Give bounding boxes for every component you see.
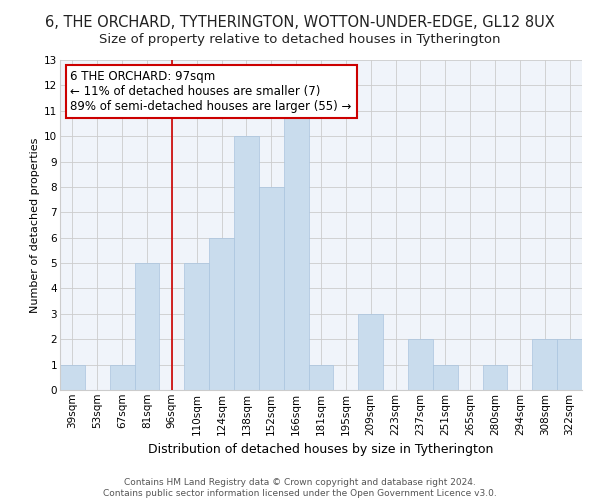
Text: Contains HM Land Registry data © Crown copyright and database right 2024.
Contai: Contains HM Land Registry data © Crown c… xyxy=(103,478,497,498)
Bar xyxy=(259,187,284,390)
Bar xyxy=(209,238,234,390)
Bar xyxy=(134,263,160,390)
Bar xyxy=(557,339,582,390)
Y-axis label: Number of detached properties: Number of detached properties xyxy=(30,138,40,312)
Bar xyxy=(358,314,383,390)
Text: 6, THE ORCHARD, TYTHERINGTON, WOTTON-UNDER-EDGE, GL12 8UX: 6, THE ORCHARD, TYTHERINGTON, WOTTON-UND… xyxy=(45,15,555,30)
Bar xyxy=(60,364,85,390)
Bar xyxy=(110,364,134,390)
Bar xyxy=(308,364,334,390)
Bar xyxy=(408,339,433,390)
Bar xyxy=(184,263,209,390)
Bar xyxy=(532,339,557,390)
Text: Size of property relative to detached houses in Tytherington: Size of property relative to detached ho… xyxy=(99,32,501,46)
Bar xyxy=(482,364,508,390)
Bar xyxy=(284,111,308,390)
Bar xyxy=(234,136,259,390)
X-axis label: Distribution of detached houses by size in Tytherington: Distribution of detached houses by size … xyxy=(148,443,494,456)
Bar xyxy=(433,364,458,390)
Text: 6 THE ORCHARD: 97sqm
← 11% of detached houses are smaller (7)
89% of semi-detach: 6 THE ORCHARD: 97sqm ← 11% of detached h… xyxy=(70,70,352,113)
